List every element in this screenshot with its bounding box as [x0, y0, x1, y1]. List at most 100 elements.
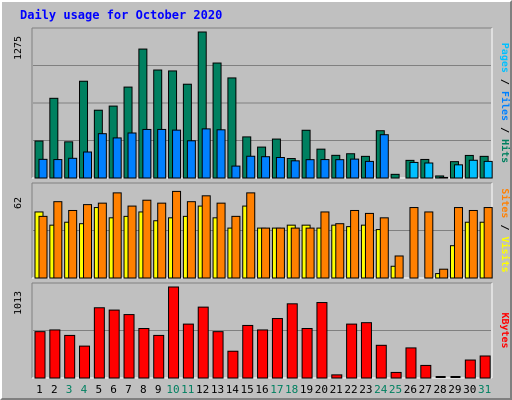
bar-sites — [201, 195, 211, 279]
bar-sites — [38, 215, 48, 279]
bar-files — [201, 128, 211, 179]
bar-kbytes — [108, 309, 120, 379]
x-tick-label: 3 — [66, 383, 73, 396]
x-tick-label: 6 — [110, 383, 117, 396]
bar-files — [38, 158, 48, 179]
bar-files — [127, 132, 137, 179]
bar-sites — [68, 209, 78, 279]
bar-kbytes — [93, 307, 105, 379]
x-tick-label: 14 — [226, 383, 240, 396]
bar-kbytes — [182, 323, 194, 379]
bar-sites — [305, 227, 315, 279]
x-tick-label: 26 — [404, 383, 417, 396]
x-tick-label: 20 — [315, 383, 328, 396]
bar-files — [186, 140, 196, 179]
bar-sites — [483, 207, 493, 279]
bar-kbytes — [168, 286, 180, 379]
bar-files — [275, 157, 285, 179]
x-tick-label: 12 — [196, 383, 209, 396]
x-tick-label: 27 — [419, 383, 432, 396]
x-tick-label: 29 — [448, 383, 461, 396]
bar-kbytes — [242, 324, 254, 379]
x-tick-label: 21 — [330, 383, 343, 396]
x-tick-label: 8 — [140, 383, 147, 396]
bar-sites — [409, 207, 419, 279]
x-tick-label: 17 — [270, 383, 283, 396]
bar-kbytes — [390, 371, 402, 379]
bar-files — [290, 160, 300, 179]
x-tick-label: 23 — [359, 383, 372, 396]
bar-sites — [424, 211, 434, 279]
legend-segment: Sites — [499, 188, 510, 218]
bar-pages — [409, 161, 419, 179]
bar-kbytes — [286, 303, 298, 379]
x-tick-label: 25 — [389, 383, 402, 396]
x-tick-label: 9 — [155, 383, 162, 396]
bar-hits — [390, 173, 400, 179]
bar-sites — [83, 204, 93, 279]
bar-pages — [453, 164, 463, 179]
bar-sites — [127, 205, 137, 279]
bar-sites — [394, 255, 404, 279]
bar-pages — [483, 160, 493, 179]
bar-kbytes — [49, 329, 61, 379]
x-tick-label: 13 — [211, 383, 224, 396]
x-tick-label: 22 — [344, 383, 357, 396]
bar-kbytes — [153, 334, 165, 379]
bar-sites — [468, 209, 478, 279]
bar-sites — [172, 190, 182, 279]
bar-sites — [157, 202, 167, 279]
bar-files — [142, 128, 152, 179]
bar-sites — [112, 192, 122, 279]
legend-segment: / — [499, 121, 510, 139]
bar-sites — [335, 223, 345, 279]
bar-sites — [97, 202, 107, 279]
bar-pages — [439, 176, 449, 179]
legend-segment: / — [499, 218, 510, 236]
bar-sites — [379, 217, 389, 279]
bar-kbytes — [464, 359, 476, 379]
bar-sites — [142, 199, 152, 279]
bar-files — [261, 156, 271, 179]
bar-kbytes — [64, 334, 76, 379]
bar-sites — [290, 227, 300, 279]
bar-kbytes — [79, 345, 91, 379]
bar-sites — [261, 227, 271, 279]
bar-files — [83, 151, 93, 179]
x-tick-label: 31 — [478, 383, 491, 396]
x-tick-label: 30 — [463, 383, 476, 396]
legend-segment: Pages — [499, 43, 510, 73]
bar-files — [172, 129, 182, 179]
bar-kbytes — [360, 322, 372, 379]
x-tick-label: 4 — [81, 383, 88, 396]
bar-kbytes — [301, 328, 313, 379]
bar-kbytes — [479, 355, 491, 379]
bar-sites — [320, 211, 330, 279]
x-tick-label: 11 — [181, 383, 194, 396]
bar-kbytes — [138, 328, 150, 379]
y-max-label-bottom: 1013 — [13, 291, 24, 315]
bar-kbytes — [405, 347, 417, 379]
bar-sites — [231, 215, 241, 279]
x-tick-label: 1 — [36, 383, 43, 396]
x-tick-label: 19 — [300, 383, 313, 396]
y-max-label-top: 1275 — [13, 36, 24, 60]
legend-middle: Sites / Visits — [499, 188, 510, 272]
x-tick-label: 2 — [51, 383, 58, 396]
bar-sites — [216, 202, 226, 279]
x-tick-label: 18 — [285, 383, 298, 396]
bar-kbytes — [271, 318, 283, 379]
bar-sites — [453, 207, 463, 279]
bar-sites — [364, 212, 374, 279]
bar-files — [216, 129, 226, 179]
x-tick-label: 7 — [125, 383, 132, 396]
bar-files — [68, 157, 78, 179]
bar-kbytes — [316, 302, 328, 379]
bar-pages — [424, 162, 434, 179]
x-tick-label: 15 — [241, 383, 254, 396]
bar-files — [305, 159, 315, 179]
bar-pages — [468, 159, 478, 179]
legend-bottom: KBytes — [499, 312, 510, 348]
x-tick-label: 16 — [255, 383, 268, 396]
